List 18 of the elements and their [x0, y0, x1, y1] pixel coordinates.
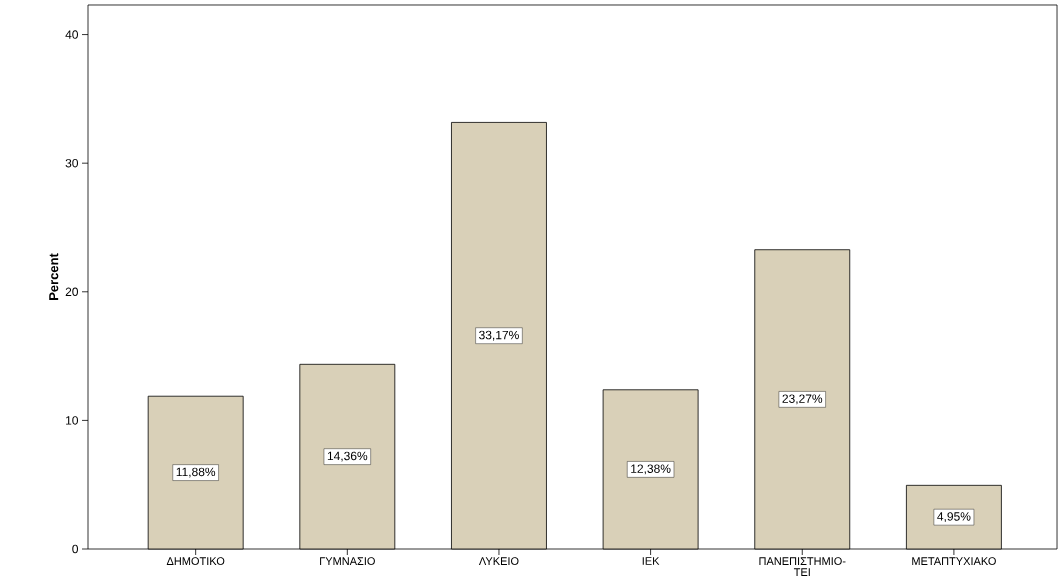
y-tick-label: 10: [66, 416, 79, 425]
y-tick-label: 20: [65, 287, 79, 297]
data-label: 12,38%: [631, 464, 671, 475]
data-label: 23,27%: [782, 394, 823, 405]
data-label: 11,88%: [176, 467, 216, 478]
data-label: 33,17%: [479, 330, 519, 341]
x-tick-label: ΔΗΜΟΤΙΚΟ: [166, 557, 225, 565]
data-label: 14,36%: [327, 451, 368, 462]
x-tick-label: ΜΕΤΑΠΤΥΧΙΑΚΟ: [912, 557, 996, 565]
x-tick-label: ΓΥΜΝΑΣΙΟ: [320, 557, 375, 565]
y-tick-label: 0: [72, 544, 79, 554]
y-axis-title: Percent: [49, 253, 59, 300]
y-tick-label: 30: [65, 158, 79, 168]
x-tick-label: ΠΑΝΕΠΙΣΤΗΜΙΟ-ΤΕΙ: [759, 557, 846, 576]
x-tick-label: ΛΥΚΕΙΟ: [478, 557, 519, 565]
y-tick-label: 40: [65, 30, 79, 39]
data-label: 4,95%: [937, 512, 971, 523]
x-tick-label: ΙΕΚ: [642, 557, 660, 565]
